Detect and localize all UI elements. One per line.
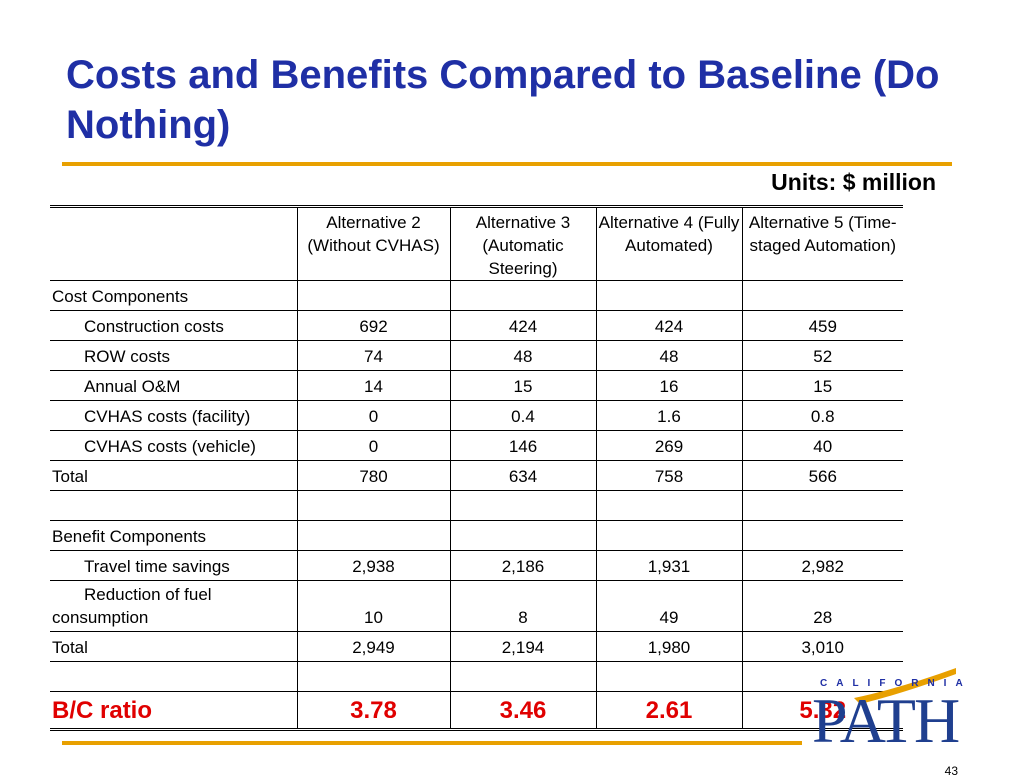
- bottom-divider: [62, 741, 802, 745]
- bc-ratio-value: 3.78: [296, 691, 450, 731]
- table-row: CVHAS costs (facility) 0 0.4 1.6 0.8: [50, 400, 903, 431]
- table-cell: 1.6: [595, 400, 742, 431]
- header-blank-cell: [50, 205, 297, 281]
- total-row-costs: Total 780 634 758 566: [50, 460, 903, 491]
- row-label: Annual O&M: [50, 370, 297, 401]
- table-cell: 28: [741, 580, 903, 632]
- table-cell: 0: [296, 400, 450, 431]
- logo-california-text: CALIFORNIA: [820, 678, 972, 689]
- table-cell: 15: [449, 370, 596, 401]
- table-cell: 48: [595, 340, 742, 371]
- table-cell: 0: [296, 430, 450, 461]
- row-label: Construction costs: [50, 310, 297, 341]
- bc-ratio-value: 3.46: [449, 691, 596, 731]
- row-label-line2: consumption: [52, 608, 149, 627]
- table-cell: 74: [296, 340, 450, 371]
- table-row: Construction costs 692 424 424 459: [50, 310, 903, 341]
- bc-ratio-value: 5.32: [741, 691, 903, 731]
- table-cell: 1,980: [595, 631, 742, 662]
- table-cell: 2,982: [741, 550, 903, 581]
- header-alternative-5: Alternative 5 (Time-staged Automation): [741, 205, 903, 281]
- table-cell: 2,938: [296, 550, 450, 581]
- table-cell: 2,194: [449, 631, 596, 662]
- spacer-row: [50, 661, 903, 692]
- logo-path-text: PATH: [812, 685, 960, 756]
- row-label: Total: [50, 631, 297, 662]
- table-cell: 2,949: [296, 631, 450, 662]
- table-header-row: Alternative 2 (Without CVHAS) Alternativ…: [50, 205, 903, 281]
- table-cell: 269: [595, 430, 742, 461]
- table-cell: 692: [296, 310, 450, 341]
- table-cell: 459: [741, 310, 903, 341]
- table-cell: 49: [595, 580, 742, 632]
- table-cell: 424: [595, 310, 742, 341]
- row-label: CVHAS costs (vehicle): [50, 430, 297, 461]
- table-cell: 52: [741, 340, 903, 371]
- table-row: Annual O&M 14 15 16 15: [50, 370, 903, 401]
- table-cell: 758: [595, 460, 742, 491]
- total-row-benefits: Total 2,949 2,194 1,980 3,010: [50, 631, 903, 662]
- units-label: Units: $ million: [771, 169, 936, 195]
- cost-benefit-table: Alternative 2 (Without CVHAS) Alternativ…: [50, 205, 903, 731]
- table-cell: 3,010: [741, 631, 903, 662]
- top-divider: [62, 162, 952, 166]
- table-cell: 10: [296, 580, 450, 632]
- row-label: ROW costs: [50, 340, 297, 371]
- header-alternative-3: Alternative 3 (Automatic Steering): [449, 205, 596, 281]
- row-label: Reduction of fuel consumption: [50, 580, 297, 632]
- header-alternative-2: Alternative 2 (Without CVHAS): [296, 205, 450, 281]
- logo-swoosh-icon: [854, 668, 956, 704]
- table-cell: 0.8: [741, 400, 903, 431]
- table-row: ROW costs 74 48 48 52: [50, 340, 903, 371]
- section-row-benefits: Benefit Components: [50, 520, 903, 551]
- table-row: CVHAS costs (vehicle) 0 146 269 40: [50, 430, 903, 461]
- slide-title: Costs and Benefits Compared to Baseline …: [66, 53, 940, 147]
- table-cell: 146: [449, 430, 596, 461]
- table-cell: 40: [741, 430, 903, 461]
- table-cell: 15: [741, 370, 903, 401]
- table-cell: 0.4: [449, 400, 596, 431]
- table-cell: 634: [449, 460, 596, 491]
- row-label: Total: [50, 460, 297, 491]
- table-cell: 16: [595, 370, 742, 401]
- spacer-row: [50, 490, 903, 521]
- header-alternative-4: Alternative 4 (Fully Automated): [595, 205, 742, 281]
- table-row: Travel time savings 2,938 2,186 1,931 2,…: [50, 550, 903, 581]
- row-label-line1: Reduction of fuel: [84, 585, 212, 604]
- bc-ratio-value: 2.61: [595, 691, 742, 731]
- table-cell: 780: [296, 460, 450, 491]
- table-cell: 14: [296, 370, 450, 401]
- table-cell: 48: [449, 340, 596, 371]
- table-cell: 566: [741, 460, 903, 491]
- table-cell: 2,186: [449, 550, 596, 581]
- table-cell: 1,931: [595, 550, 742, 581]
- section-label: Cost Components: [50, 280, 297, 311]
- table-cell: 8: [449, 580, 596, 632]
- bc-ratio-label: B/C ratio: [50, 691, 297, 731]
- table-row: Reduction of fuel consumption 10 8 49 28: [50, 580, 903, 632]
- table-cell: 424: [449, 310, 596, 341]
- california-path-logo: CALIFORNIA PATH: [806, 668, 966, 768]
- row-label: CVHAS costs (facility): [50, 400, 297, 431]
- section-row-costs: Cost Components: [50, 280, 903, 311]
- bc-ratio-row: B/C ratio 3.78 3.46 2.61 5.32: [50, 691, 903, 731]
- section-label: Benefit Components: [50, 520, 297, 551]
- page-number: 43: [944, 764, 958, 778]
- row-label: Travel time savings: [50, 550, 297, 581]
